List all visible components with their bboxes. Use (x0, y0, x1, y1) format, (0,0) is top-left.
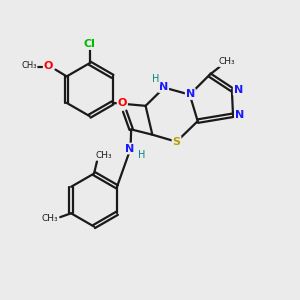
Text: O: O (44, 61, 53, 71)
Text: N: N (186, 89, 195, 99)
Text: Cl: Cl (84, 39, 96, 49)
Text: S: S (172, 137, 181, 147)
Text: H: H (152, 74, 160, 84)
Text: CH₃: CH₃ (95, 151, 112, 160)
Text: H: H (138, 150, 146, 160)
Text: N: N (159, 82, 168, 92)
Text: CH₃: CH₃ (41, 214, 58, 223)
Text: O: O (118, 98, 127, 108)
Text: N: N (235, 110, 244, 120)
Text: N: N (234, 85, 243, 94)
Text: CH₃: CH₃ (219, 57, 236, 66)
Text: N: N (125, 143, 135, 154)
Text: CH₃: CH₃ (21, 61, 37, 70)
